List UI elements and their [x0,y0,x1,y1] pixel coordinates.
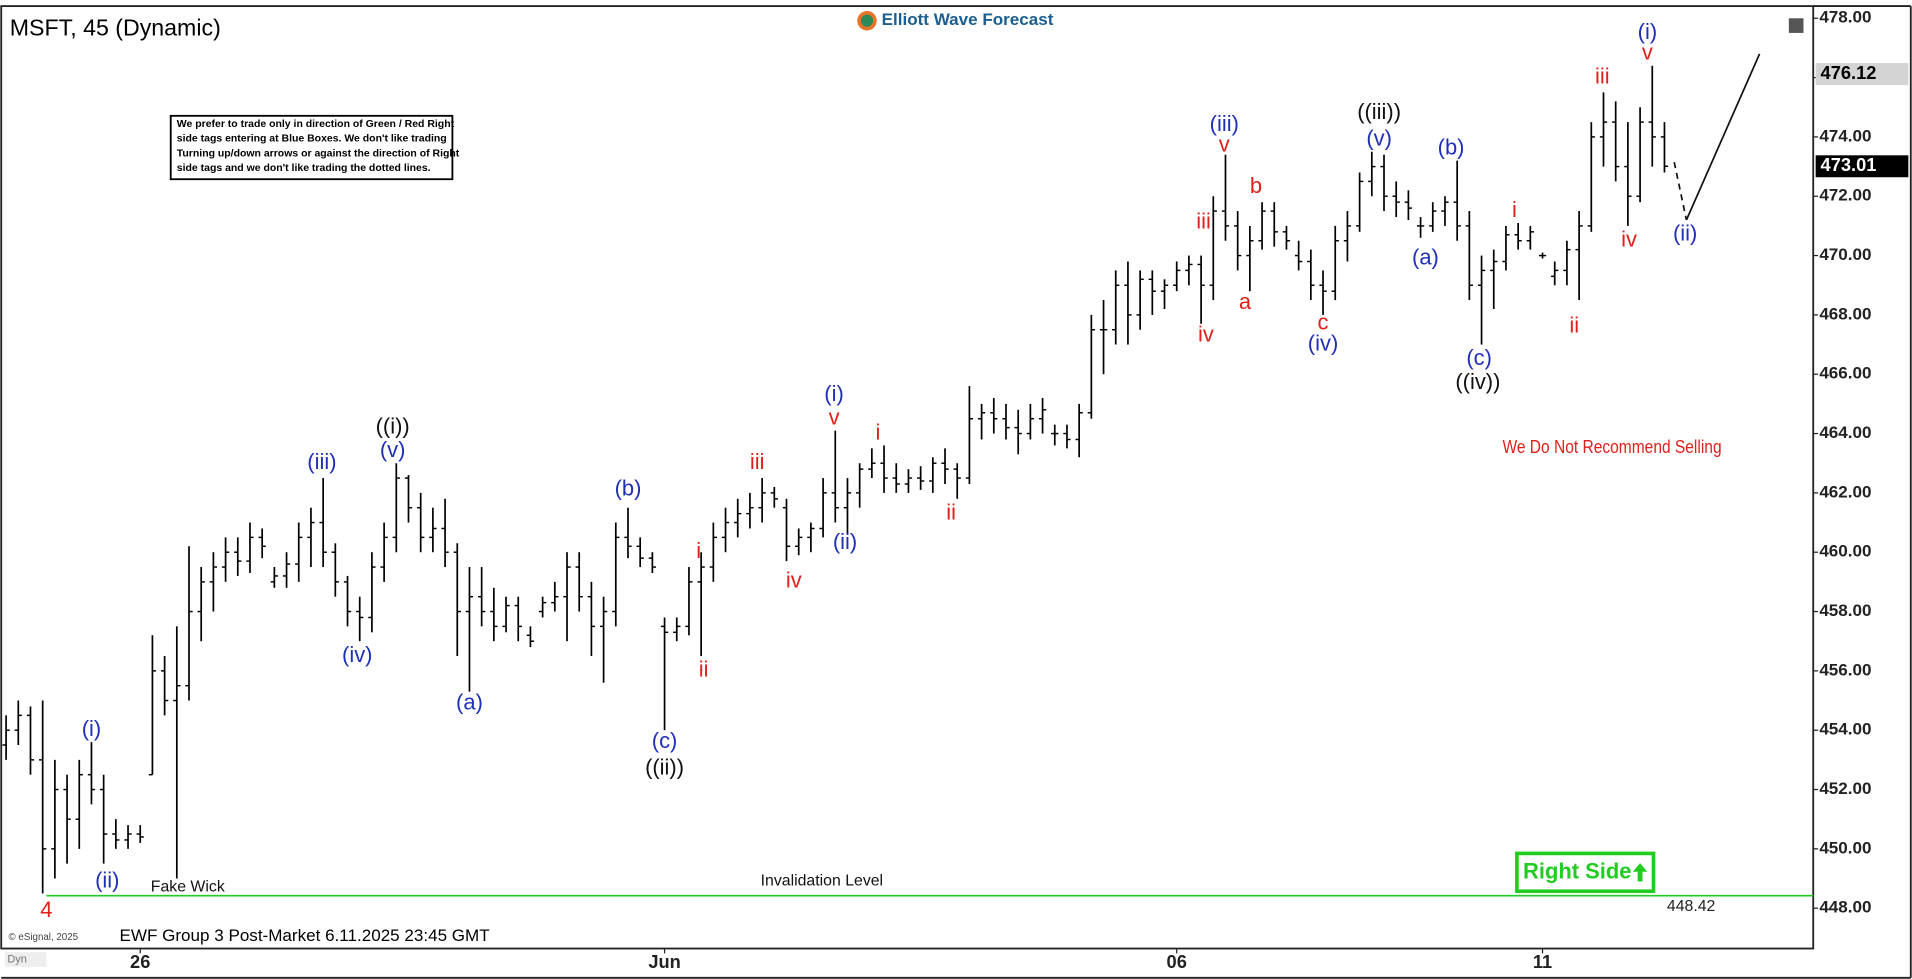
settings-icon[interactable] [1788,18,1804,33]
disclaimer-box [169,114,454,181]
wave-label: a [1239,289,1252,314]
wave-label: iii [1196,209,1211,234]
wave-label: b [1250,173,1262,198]
x-tick-label: Jun [648,951,680,972]
wave-label: c [1318,310,1329,335]
wave-label: ((ii)) [645,755,684,780]
disclaimer-line: Turning up/down arrows or against the di… [177,148,460,159]
y-tick-label: 474.00 [1819,126,1871,145]
wave-label: (i) [1638,19,1658,44]
wave-label: (c) [652,728,678,753]
y-tick-label: 472.00 [1819,186,1871,205]
wave-label: i [1512,197,1517,222]
wave-label: (iii) [307,449,336,474]
wave-label: We Do Not Recommend Selling [1502,437,1721,457]
projection-line [1685,53,1761,221]
y-tick-label: 462.00 [1819,482,1871,501]
wave-label: iv [786,568,802,593]
wave-label: (v) [380,437,406,462]
wave-label: (ii) [95,867,119,892]
y-tick-label: 454.00 [1819,720,1871,739]
right-side-label: Right Side [1523,859,1631,884]
wave-label: iv [1621,227,1637,252]
chart-title: MSFT, 45 (Dynamic) [10,14,221,40]
plot-frame [0,5,1815,950]
wave-label: iii [750,449,765,474]
wave-label: (v) [1366,126,1392,151]
mode-box[interactable] [4,952,47,967]
y-tick-label: 456.00 [1819,660,1871,679]
wave-label: ((i)) [376,413,410,438]
copyright: © eSignal, 2025 [9,932,79,943]
projection-line [1673,161,1688,221]
price-tag [1815,155,1909,178]
wave-label: i [696,538,701,563]
y-tick-label: 460.00 [1819,542,1871,561]
y-tick-label: 448.00 [1819,898,1871,917]
footer: EWF Group 3 Post-Market 6.11.2025 23:45 … [120,926,491,945]
wave-label: 4 [40,897,52,922]
disclaimer-line: side tags entering at Blue Boxes. We don… [177,134,447,145]
wave-label: v [1219,132,1230,157]
brand-logo: Elliott Wave Forecast [857,10,1054,31]
y-tick-label: 470.00 [1819,245,1871,264]
wave-label: (iv) [1308,330,1338,355]
wave-label: ii [699,657,709,682]
price-tag [1815,63,1909,85]
x-tick-label: 26 [130,951,150,972]
y-tick-label: 458.00 [1819,601,1871,620]
x-tick-label: 06 [1167,951,1187,972]
wave-label: (iv) [342,642,372,667]
disclaimer-line: side tags and we don't like trading the … [177,163,431,174]
y-tick-label: 452.00 [1819,779,1871,798]
x-tick-label: 11 [1533,951,1552,972]
invalidation-price: 448.42 [1667,898,1716,915]
price-tag-label: 476.12 [1821,62,1877,83]
wave-label: (c) [1466,345,1492,370]
wave-label: i [876,419,881,444]
price-tag-label: 473.01 [1821,154,1877,175]
mode-label[interactable]: Dyn [7,953,27,965]
wave-label: v [829,405,840,430]
right-side-box [1515,851,1656,894]
wave-label: (a) [1412,244,1439,269]
y-tick-label: 464.00 [1819,423,1871,442]
y-tick-label: 450.00 [1819,838,1871,857]
wave-label: ((iv)) [1455,369,1500,394]
wave-label: (ii) [1673,221,1697,246]
wave-label: (i) [82,716,102,741]
y-tick-label: 468.00 [1819,304,1871,323]
wave-label: Invalidation Level [761,873,883,890]
wave-label: ii [1569,313,1579,338]
wave-label: (iii) [1210,111,1239,136]
brand-name: Elliott Wave Forecast [882,10,1054,29]
disclaimer: We prefer to trade only in direction of … [177,119,460,174]
wave-label: ii [946,499,956,524]
y-tick-label: 466.00 [1819,364,1871,383]
disclaimer-line: We prefer to trade only in direction of … [177,119,455,130]
up-arrow [1632,863,1648,882]
wave-label: ((iii)) [1357,99,1401,124]
wave-label: (b) [615,476,642,501]
wave-label: (a) [456,689,483,714]
y-tick-label: 478.00 [1819,8,1871,27]
wave-label: iii [1595,63,1610,88]
wave-label: v [1642,40,1653,65]
wave-label: (ii) [833,529,857,554]
wave-label: iv [1198,321,1214,346]
wave-label: Fake Wick [151,879,225,896]
wave-label: (i) [824,381,844,406]
wave-label: (b) [1438,135,1465,160]
logo-icon [860,14,874,27]
